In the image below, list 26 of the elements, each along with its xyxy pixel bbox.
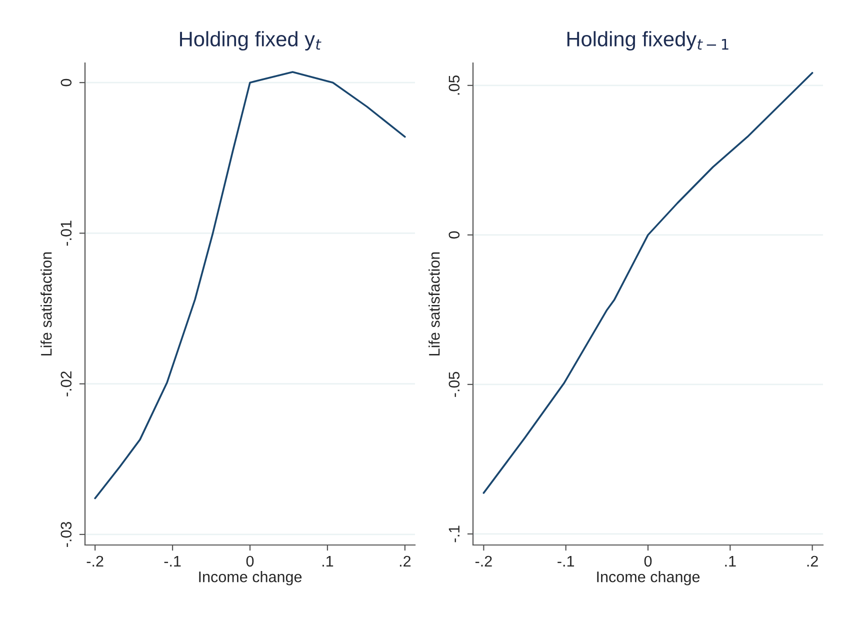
y-tick-label: -.1 — [448, 526, 460, 542]
chart-title: Holding fixedy$_{t−1}$ — [567, 31, 728, 51]
x-tick-label: -.2 — [475, 556, 492, 566]
y-tick-label: -.01 — [60, 220, 72, 246]
x-tick-label: 0 — [246, 556, 254, 567]
y-tick-label: -.03 — [60, 522, 72, 547]
line-series — [482, 72, 814, 494]
y-tick-label: 0 — [448, 231, 460, 239]
x-tick-label: -.1 — [558, 556, 574, 566]
y-axis-title: Life satisfaction — [40, 252, 52, 356]
chart-title: Holding fixed y$_{t}$ — [180, 31, 322, 51]
x-tick-label: 0 — [644, 556, 652, 567]
line-series — [94, 71, 406, 500]
x-tick-label: -.1 — [164, 556, 181, 566]
x-axis-title: Income change — [199, 571, 302, 586]
y-tick-label: 0 — [60, 78, 72, 86]
x-tick-label: .2 — [807, 556, 818, 566]
x-axis-title: Income change — [597, 571, 700, 586]
x-tick-label: .1 — [322, 556, 334, 566]
x-tick-label: .2 — [400, 556, 411, 566]
y-tick-label: .05 — [448, 75, 460, 95]
y-tick-label: -.05 — [448, 372, 460, 397]
y-tick-label: -.02 — [60, 371, 72, 396]
y-axis-title: Life satisfaction — [428, 252, 440, 356]
x-tick-label: .1 — [725, 556, 736, 566]
x-tick-label: -.2 — [86, 556, 104, 566]
